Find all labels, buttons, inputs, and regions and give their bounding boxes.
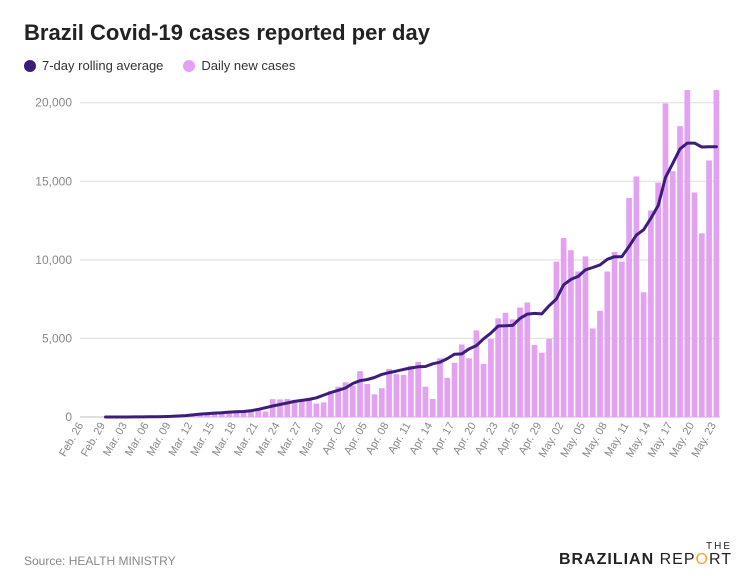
legend-swatch-bars: [183, 60, 195, 72]
chart-container: Brazil Covid-19 cases reported per day 7…: [0, 0, 756, 580]
legend-swatch-line: [24, 60, 36, 72]
source-text: Source: HEALTH MINISTRY: [24, 554, 176, 568]
bar: [488, 339, 494, 417]
bar: [634, 176, 640, 417]
bar: [532, 345, 538, 417]
bar: [423, 387, 429, 417]
brand-bold: BRAZILIAN: [559, 551, 654, 568]
chart-svg: 05,00010,00015,00020,000Feb. 26Feb. 29Ma…: [28, 83, 728, 483]
bar: [604, 272, 610, 417]
bar: [372, 394, 378, 417]
legend-item-line: 7-day rolling average: [24, 58, 163, 73]
bar: [699, 233, 705, 417]
bar: [714, 90, 720, 417]
brand-line2: BRAZILIAN REPORT: [559, 552, 732, 568]
y-tick-label: 5,000: [42, 331, 72, 345]
bar: [415, 362, 421, 417]
plot-area: 05,00010,00015,00020,000Feb. 26Feb. 29Ma…: [28, 83, 728, 483]
legend-label-line: 7-day rolling average: [42, 58, 163, 73]
bar: [692, 192, 698, 417]
bar: [517, 307, 523, 417]
bar: [437, 358, 443, 417]
bar: [706, 160, 712, 417]
bar: [539, 353, 545, 417]
bar: [524, 302, 530, 417]
bar: [263, 411, 269, 417]
bar: [328, 391, 334, 417]
bar: [408, 366, 414, 417]
bar: [314, 404, 320, 417]
bar: [619, 262, 625, 417]
y-tick-label: 10,000: [35, 253, 72, 267]
brand-rest: REP: [654, 551, 695, 568]
bar: [684, 90, 690, 417]
bar: [394, 374, 400, 417]
chart-title: Brazil Covid-19 cases reported per day: [24, 20, 732, 46]
bar: [648, 211, 654, 417]
bar: [299, 400, 305, 417]
bar: [430, 399, 436, 417]
bar: [350, 386, 356, 417]
bar: [270, 399, 276, 417]
bar: [561, 238, 567, 417]
bar: [554, 262, 560, 417]
bar: [626, 198, 632, 417]
bar: [663, 103, 669, 417]
bar: [444, 378, 450, 417]
bar: [357, 371, 363, 417]
bar: [503, 313, 509, 417]
bar: [670, 171, 676, 417]
legend: 7-day rolling average Daily new cases: [24, 58, 732, 73]
legend-item-bars: Daily new cases: [183, 58, 295, 73]
bar: [597, 311, 603, 417]
bar: [466, 358, 472, 417]
bar: [612, 252, 618, 417]
y-tick-label: 0: [65, 410, 72, 424]
bar: [655, 183, 661, 417]
bar: [364, 384, 370, 417]
y-tick-label: 15,000: [35, 174, 72, 188]
y-tick-label: 20,000: [35, 96, 72, 110]
bar: [677, 126, 683, 417]
legend-label-bars: Daily new cases: [201, 58, 295, 73]
bar: [641, 292, 647, 417]
bar: [277, 399, 283, 417]
bar: [401, 375, 407, 417]
bar: [481, 364, 487, 417]
bar: [452, 363, 458, 417]
bar: [590, 328, 596, 417]
bar: [495, 318, 501, 417]
bar: [546, 339, 552, 417]
bar: [379, 388, 385, 417]
brand-logo: THE BRAZILIAN REPORT: [559, 542, 732, 568]
bar: [510, 319, 516, 417]
bar: [568, 250, 574, 417]
brand-accent: O: [696, 551, 709, 568]
bar: [321, 402, 327, 417]
bar: [575, 272, 581, 417]
brand-tail: RT: [709, 551, 732, 568]
chart-footer: Source: HEALTH MINISTRY THE BRAZILIAN RE…: [24, 542, 732, 568]
bar: [583, 256, 589, 417]
bar: [386, 369, 392, 417]
